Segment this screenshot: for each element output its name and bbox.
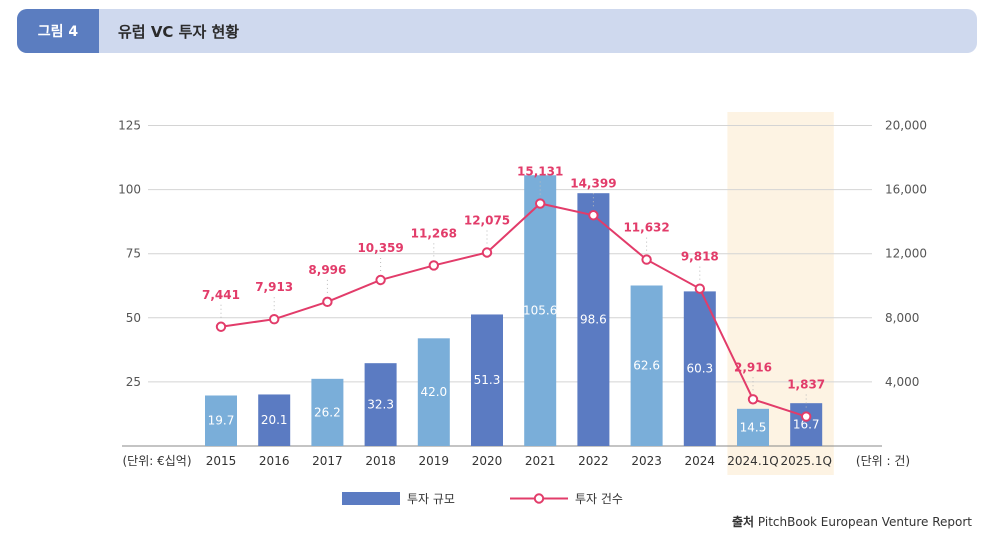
bar (471, 314, 503, 446)
line-point (641, 254, 652, 265)
left-axis-tick: 100 (118, 183, 141, 197)
x-axis-tick: 2025.1Q (780, 454, 831, 468)
x-axis-tick: 2022 (578, 454, 609, 468)
line-value-label: 15,131 (517, 165, 563, 179)
bar-value-label: 51.3 (474, 373, 501, 387)
bar-value-label: 42.0 (420, 385, 447, 399)
line-value-label: 7,441 (202, 288, 240, 302)
line-value-label: 2,916 (734, 360, 772, 374)
line-value-label: 8,996 (308, 263, 346, 277)
line-point (588, 210, 599, 221)
legend-line-marker (533, 493, 545, 504)
bar (577, 193, 610, 446)
figure-tag: 그림 4 (17, 9, 99, 53)
right-unit-label: (단위 : 건) (856, 454, 910, 468)
bar-value-label: 105.6 (523, 304, 557, 318)
line-point (322, 296, 333, 308)
bar-value-label: 98.6 (580, 313, 607, 327)
bar (364, 363, 397, 446)
left-axis-tick: 75 (126, 247, 141, 261)
x-axis-tick: 2017 (312, 454, 343, 468)
line-value-label: 9,818 (681, 250, 719, 264)
bar (790, 403, 823, 446)
right-axis-tick: 12,000 (885, 247, 927, 261)
x-axis-tick: 2019 (419, 454, 450, 468)
legend-bar-swatch (342, 492, 400, 505)
x-axis-tick: 2021 (525, 454, 556, 468)
left-axis-tick: 125 (118, 119, 141, 133)
source-note: 출처 PitchBook European Venture Report (732, 513, 972, 530)
line-value-label: 10,359 (357, 241, 403, 255)
bar (630, 285, 663, 446)
right-axis-tick: 4,000 (885, 375, 919, 389)
header-bar (17, 9, 977, 53)
line-value-label: 11,268 (411, 226, 457, 240)
line-point (269, 313, 280, 325)
x-axis-tick: 2020 (472, 454, 503, 468)
line-value-label: 14,399 (570, 176, 616, 190)
right-axis-tick: 16,000 (885, 183, 927, 197)
line-value-label: 7,913 (255, 280, 293, 294)
bar-value-label: 60.3 (686, 362, 713, 376)
x-axis-tick: 2024 (685, 454, 716, 468)
x-axis-tick: 2024.1Q (727, 454, 778, 468)
line-point (747, 394, 759, 405)
line-point (375, 274, 386, 286)
line-point (481, 247, 493, 258)
source-text: PitchBook European Venture Report (757, 515, 972, 529)
right-axis-tick: 8,000 (885, 311, 919, 325)
bar-value-label: 26.2 (314, 405, 341, 419)
line-point (535, 198, 546, 209)
bar-value-label: 32.3 (367, 398, 394, 412)
bar (205, 395, 237, 446)
line-point (215, 321, 227, 332)
x-axis-tick: 2016 (259, 454, 290, 468)
line-value-label: 12,075 (464, 213, 510, 227)
right-axis-tick: 20,000 (885, 119, 927, 133)
x-axis-tick: 2018 (365, 454, 396, 468)
figure-title: 유럽 VC 투자 현황 (118, 22, 240, 41)
bar-value-label: 62.6 (633, 359, 660, 373)
x-axis-tick: 2015 (206, 454, 237, 468)
source-label: 출처 (731, 515, 755, 529)
count-line (220, 202, 807, 418)
line-point (428, 260, 439, 271)
bar (311, 378, 344, 446)
line-value-label: 1,837 (787, 378, 825, 392)
bar (258, 394, 291, 446)
line-point (801, 411, 812, 422)
legend-line-label: 투자 건수 (575, 492, 623, 506)
legend-bar-label: 투자 규모 (407, 492, 455, 506)
bar-value-label: 19.7 (208, 414, 235, 428)
bar (683, 291, 716, 446)
x-axis-tick: 2023 (631, 454, 662, 468)
line-value-label: 11,632 (623, 221, 669, 235)
bar-value-label: 14.5 (740, 420, 767, 434)
bar-value-label: 16.7 (793, 418, 820, 432)
bar (737, 408, 769, 446)
left-axis-tick: 50 (126, 311, 141, 325)
line-point (694, 283, 705, 294)
bar (524, 175, 557, 447)
left-unit-label: (단위: €십억) (122, 454, 191, 468)
left-axis-tick: 25 (126, 375, 141, 389)
bar (417, 338, 450, 446)
bar-value-label: 20.1 (261, 413, 288, 427)
